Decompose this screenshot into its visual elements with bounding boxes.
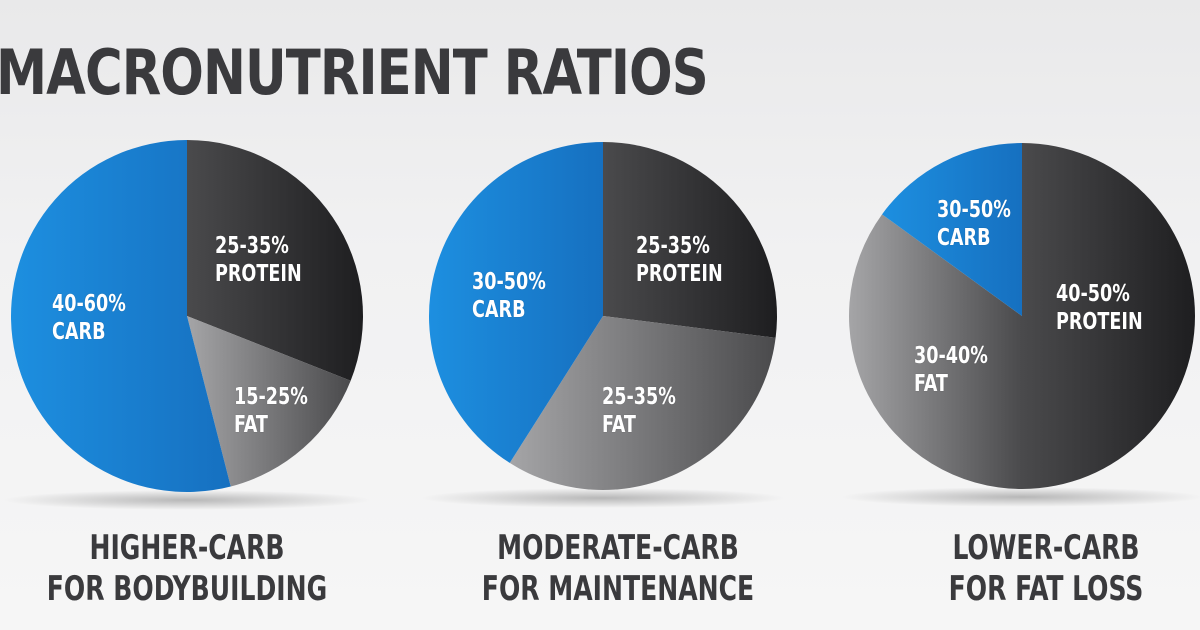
pie1-carb-label: 40-60% CARB <box>52 291 126 345</box>
pie1-slice-fat <box>187 316 351 487</box>
pie-shadow <box>420 488 786 508</box>
pie1-slice-protein <box>187 140 364 381</box>
pie3-fat-label: 30-40% FAT <box>914 343 988 397</box>
pie2-slice-fat <box>509 316 776 490</box>
pie2-protein-label: 25-35% PROTEIN <box>636 233 723 287</box>
pie3-protein-label: 40-50% PROTEIN <box>1056 281 1143 335</box>
pie3-slice-fat <box>849 214 1022 489</box>
pie-shadow <box>840 487 1200 507</box>
pie2-caption: MODERATE-CARB FOR MAINTENANCE <box>481 528 755 609</box>
pie1-slice-carb <box>11 140 231 492</box>
pie3-caption: LOWER-CARB FOR FAT LOSS <box>948 528 1144 609</box>
pie1-fat-label: 15-25% FAT <box>234 384 308 438</box>
pie2-slice-carb <box>428 142 603 463</box>
pie2-slice-protein <box>603 142 777 338</box>
pie3-slice-protein <box>1022 143 1195 489</box>
pie1-protein-label: 25-35% PROTEIN <box>215 233 302 287</box>
pie3-slice-carb <box>882 143 1022 316</box>
pie3-carb-label: 30-50% CARB <box>937 197 1011 251</box>
pie1-caption: HIGHER-CARB FOR BODYBUILDING <box>46 528 328 609</box>
pie-shadow <box>2 490 372 510</box>
pie2-carb-label: 30-50% CARB <box>472 269 546 323</box>
pie2-fat-label: 25-35% FAT <box>602 384 676 438</box>
page-title: MACRONUTRIENT RATIOS <box>0 36 709 109</box>
